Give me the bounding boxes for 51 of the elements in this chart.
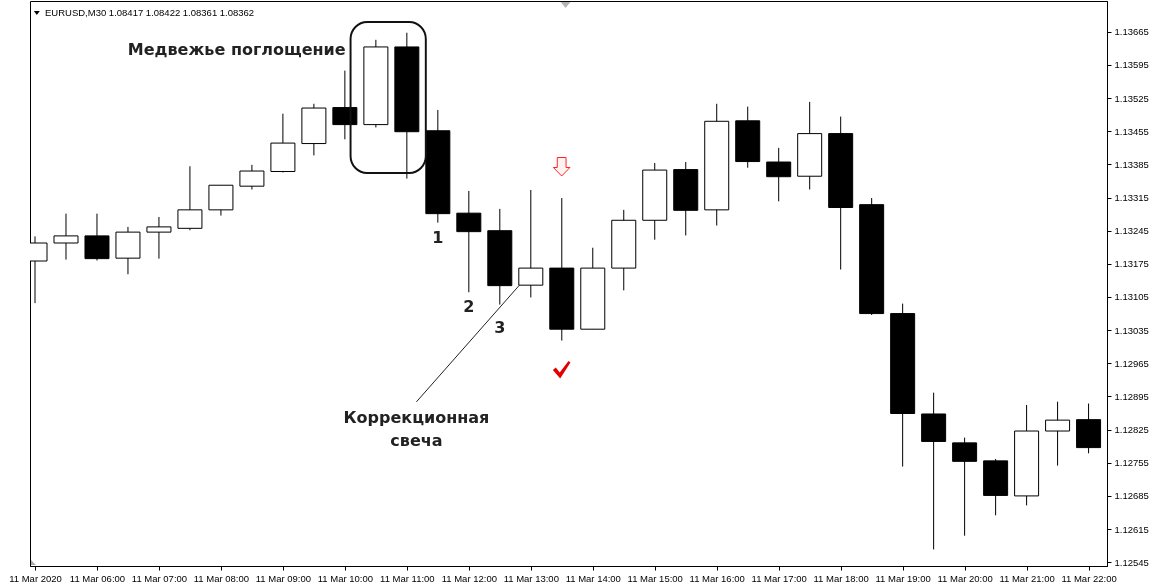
y-tick-label: 1.12825 xyxy=(1114,424,1149,436)
x-tick-label: 11 Mar 10:00 xyxy=(317,572,374,584)
y-tick-label: 1.12965 xyxy=(1114,357,1149,369)
candlestick xyxy=(177,165,203,231)
annotation: 2 xyxy=(463,297,475,317)
x-tick-label: 11 Mar 13:00 xyxy=(503,572,559,584)
y-tick-label: 1.13315 xyxy=(1114,192,1149,204)
y-tick-label: 1.13595 xyxy=(1114,59,1149,71)
x-tick-label: 11 Mar 18:00 xyxy=(813,572,869,584)
annotation: 1 xyxy=(432,227,444,247)
candlestick xyxy=(1045,401,1071,467)
x-tick-label: 11 Mar 09:00 xyxy=(255,572,312,584)
annotation: 3 xyxy=(494,317,506,337)
candlestick xyxy=(53,213,79,261)
candlestick xyxy=(84,213,110,262)
x-tick-label: 11 Mar 22:00 xyxy=(1061,572,1117,584)
y-tick-label: 1.13525 xyxy=(1114,92,1149,104)
candlestick xyxy=(146,216,172,260)
candlestick xyxy=(766,147,792,202)
x-tick-label: 11 Mar 08:00 xyxy=(193,572,250,584)
y-tick-label: 1.12545 xyxy=(1114,556,1149,568)
x-tick-label: 11 Mar 21:00 xyxy=(999,572,1055,584)
annotation: Медвежье поглощение xyxy=(127,39,346,59)
x-tick-label: 11 Mar 06:00 xyxy=(69,572,126,584)
x-tick-label: 11 Mar 15:00 xyxy=(627,572,683,584)
candlestick xyxy=(952,437,978,537)
candlestick xyxy=(332,70,358,140)
x-tick-label: 11 Mar 11:00 xyxy=(380,572,435,584)
x-tick-label: 11 Mar 14:00 xyxy=(565,572,621,584)
x-tick-label: 11 Mar 20:00 xyxy=(937,572,993,584)
candlestick xyxy=(518,189,544,298)
y-tick-label: 1.13385 xyxy=(1114,158,1149,170)
x-tick-label: 11 Mar 17:00 xyxy=(751,572,807,584)
y-tick-label: 1.13455 xyxy=(1114,125,1149,137)
candlestick xyxy=(456,190,482,293)
y-tick-label: 1.12755 xyxy=(1114,457,1149,469)
annotation: Коррекционная свеча xyxy=(343,407,490,450)
y-tick-label: 1.13665 xyxy=(1114,26,1149,38)
y-tick-label: 1.12685 xyxy=(1114,490,1149,502)
text: EURUSD,M30 1.08417 1.08422 1.08361 1.08362 xyxy=(45,7,255,18)
x-tick-label: 11 Mar 07:00 xyxy=(131,572,188,584)
y-tick-label: 1.13175 xyxy=(1114,258,1149,270)
y-tick-label: 1.13035 xyxy=(1114,324,1149,336)
x-tick-label: 11 Mar 19:00 xyxy=(875,572,931,584)
x-tick-label: 11 Mar 12:00 xyxy=(441,572,497,584)
y-tick-label: 1.12895 xyxy=(1114,390,1149,402)
y-tick-label: 1.13245 xyxy=(1114,225,1149,237)
y-tick-label: 1.13105 xyxy=(1114,291,1149,303)
x-tick-label: 11 Mar 16:00 xyxy=(689,572,745,584)
y-tick-label: 1.12615 xyxy=(1114,523,1149,535)
x-tick-label: 11 Mar 2020 xyxy=(9,572,62,584)
